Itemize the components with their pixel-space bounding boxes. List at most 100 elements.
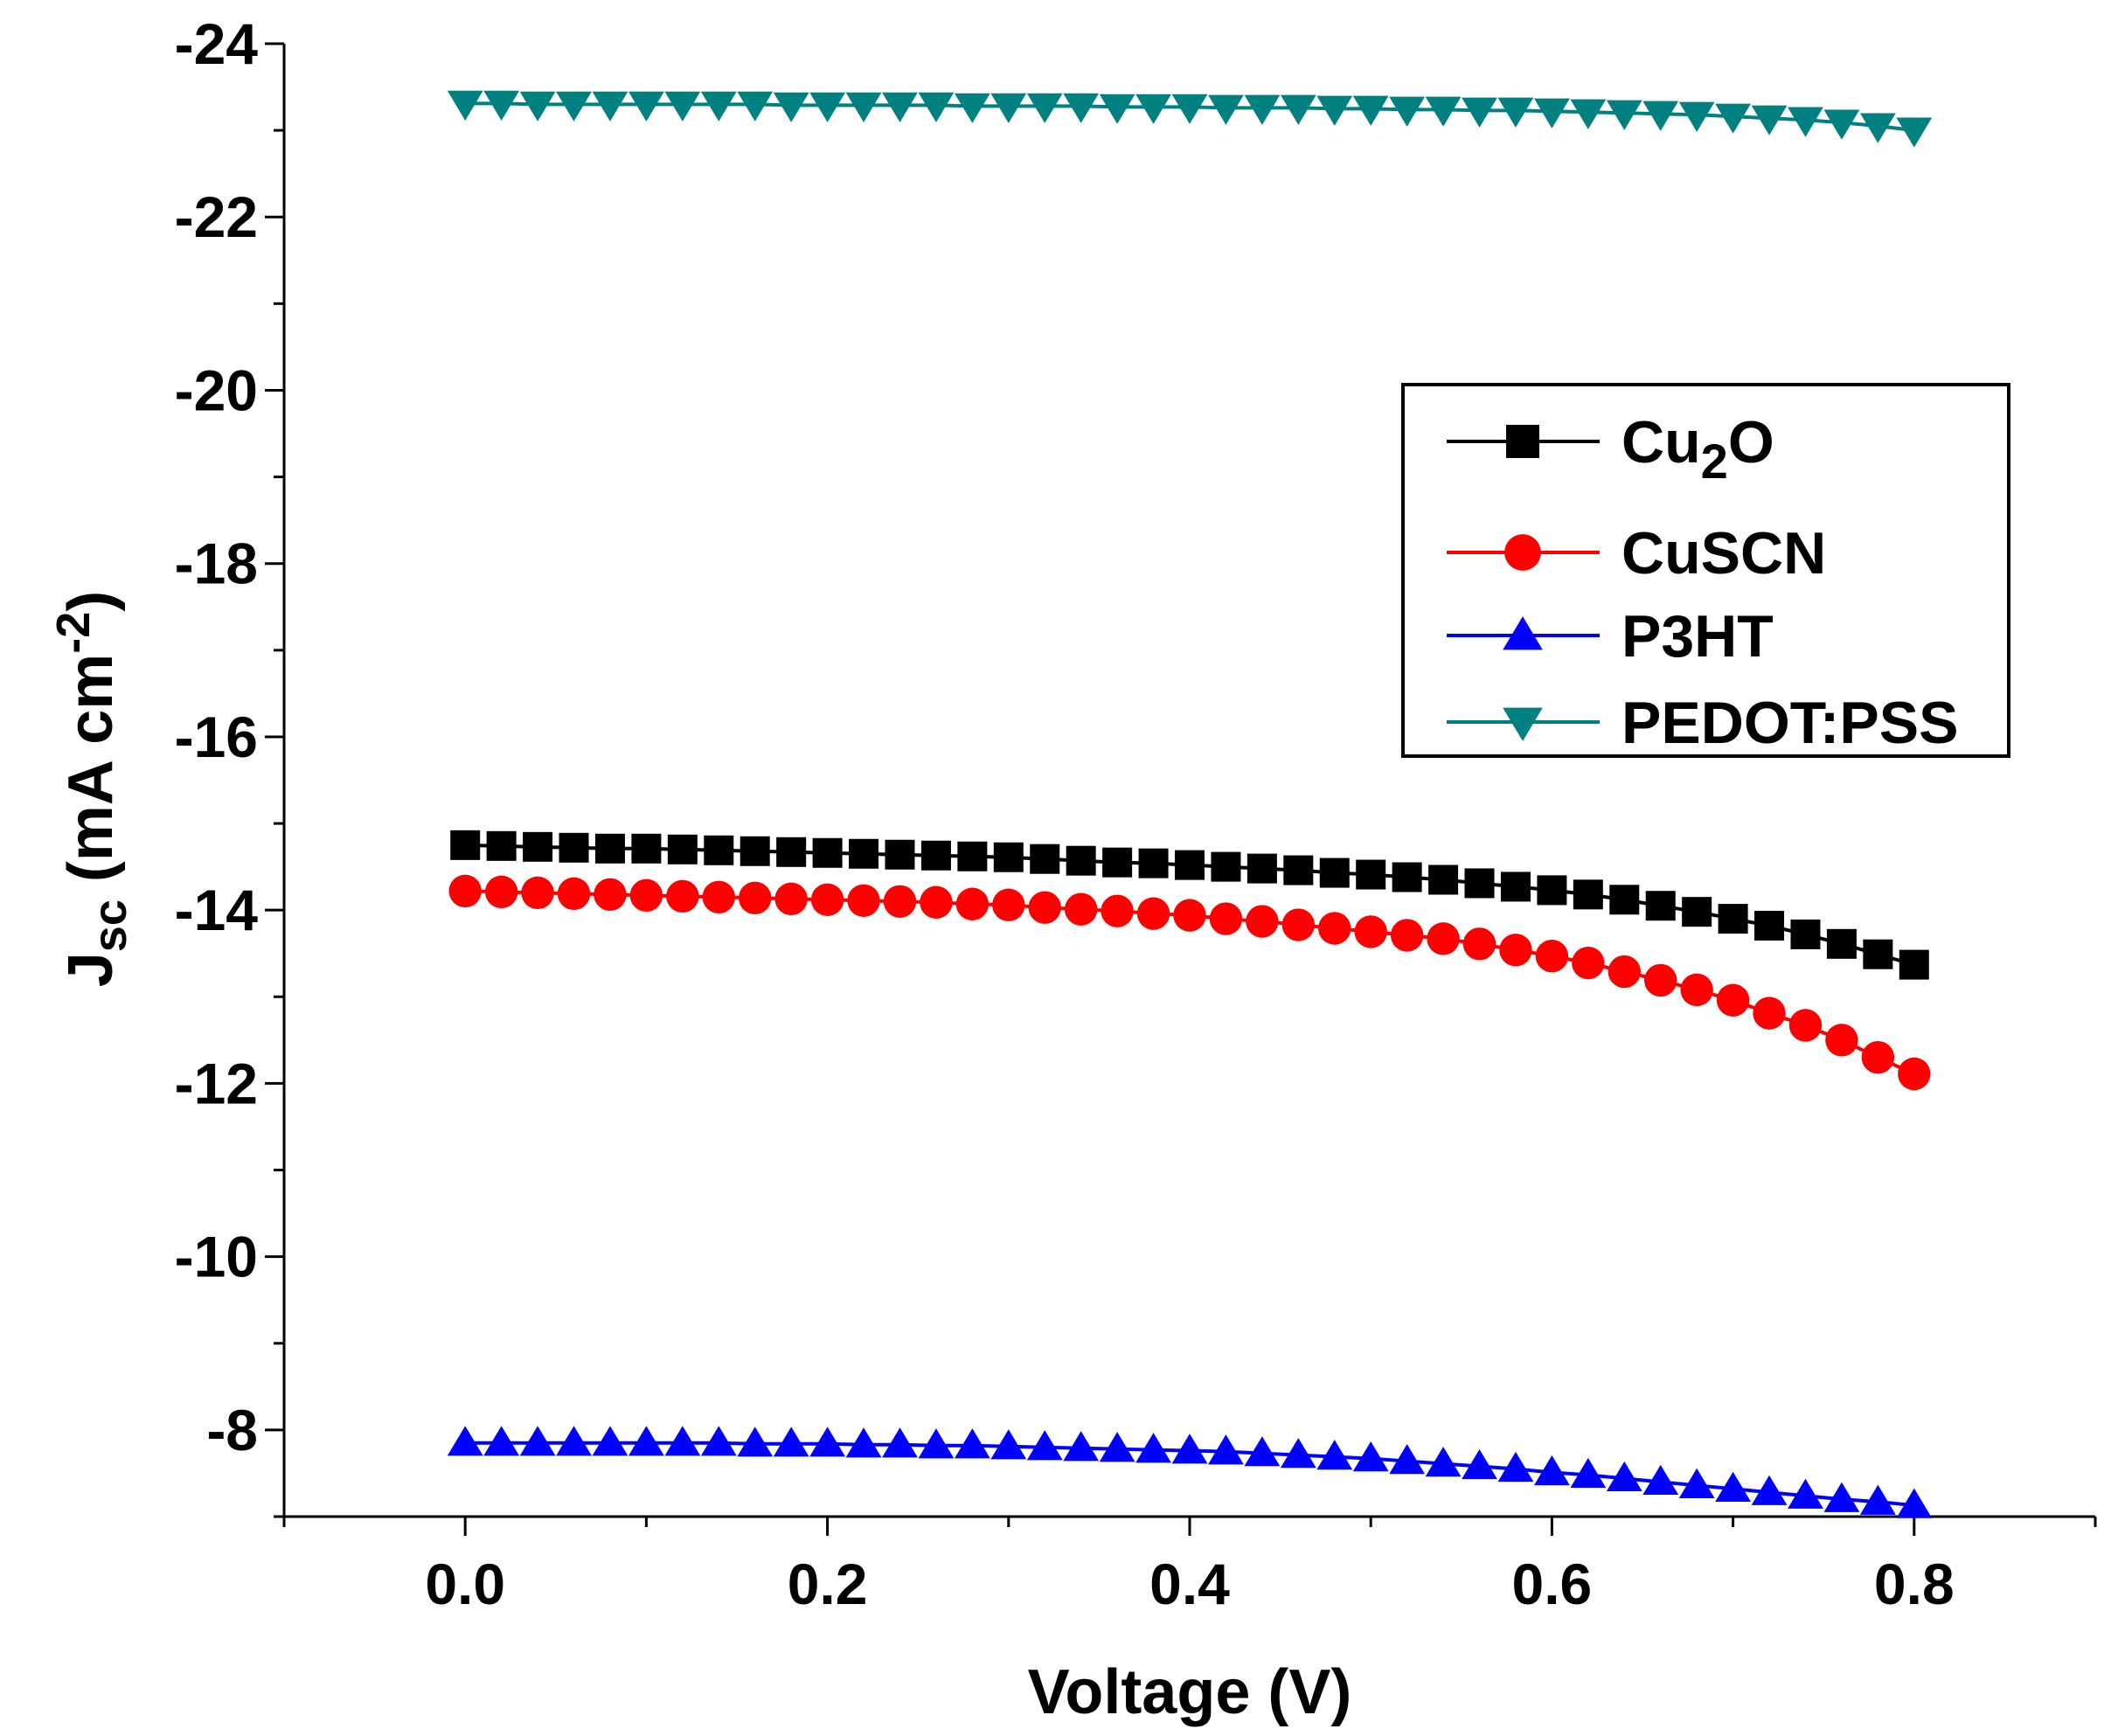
axes: -24 -22 -20 -18 -16 -14 -12 -10 -8 0.0 0.2 0.4 0.6 0.… [175, 11, 2097, 1616]
data-point [1462, 927, 1496, 961]
data-point [1608, 955, 1641, 989]
data-point [847, 884, 880, 917]
data-point [1570, 1457, 1607, 1489]
data-point [1064, 892, 1098, 926]
data-point [883, 885, 917, 918]
data-point [1572, 946, 1605, 980]
y-axis-title: Jsc (mA cm-2) [47, 591, 136, 988]
legend-label-text: P3HT [1621, 603, 1774, 670]
data-point [1715, 1471, 1751, 1502]
data-point [1534, 1455, 1570, 1486]
data-point [484, 875, 518, 909]
data-point [1899, 949, 1929, 980]
data-point [737, 1427, 774, 1457]
series-cuscn [448, 874, 1931, 1091]
data-point [1028, 891, 1061, 924]
data-point [556, 1426, 592, 1456]
data-point [628, 1426, 664, 1456]
data-point [1790, 919, 1821, 949]
legend-box [1401, 383, 2010, 758]
x-tick-label: 0.6 [1512, 1552, 1593, 1616]
legend-marker [1503, 707, 1543, 741]
data-point [1573, 879, 1603, 910]
data-point [450, 830, 481, 860]
data-point [1280, 1438, 1316, 1469]
data-point [1428, 865, 1459, 895]
data-point [1859, 1484, 1896, 1515]
data-point [776, 837, 807, 867]
data-point [1570, 99, 1607, 129]
data-point [773, 1427, 809, 1457]
series-p3ht [447, 1426, 1933, 1518]
data-point [885, 839, 915, 870]
data-point [519, 1426, 556, 1456]
data-point [1678, 1468, 1715, 1498]
data-point [557, 877, 591, 911]
legend-item: CuSCN [1447, 520, 1826, 587]
data-point [1718, 904, 1748, 934]
data-point [1497, 97, 1534, 128]
data-point [1462, 1448, 1497, 1480]
data-point [700, 1426, 737, 1456]
data-point [1246, 905, 1279, 938]
y-tick-label: -16 [175, 705, 258, 769]
data-point [810, 883, 844, 916]
legend: Cu2O CuSCN P3HT PEDOT:PSS [1401, 383, 2010, 758]
data-point [809, 1427, 845, 1457]
data-point [990, 1429, 1027, 1460]
data-point [1535, 940, 1569, 973]
data-point [849, 838, 879, 869]
data-point [957, 841, 988, 871]
data-point [592, 1426, 628, 1456]
data-point [1823, 109, 1860, 140]
y-axis-title-main: J [56, 952, 126, 987]
data-point [1753, 996, 1786, 1030]
data-point [1136, 897, 1170, 930]
data-point [1537, 875, 1567, 906]
data-point [1863, 939, 1893, 969]
data-point [1390, 919, 1424, 952]
data-point [1788, 1009, 1823, 1042]
data-point [1751, 105, 1788, 135]
data-point [1499, 934, 1532, 967]
data-point [812, 837, 843, 868]
data-point [990, 93, 1027, 123]
data-point [556, 91, 592, 122]
y-tick-label: -14 [175, 878, 259, 942]
data-point [737, 91, 774, 122]
data-point [1135, 1433, 1171, 1463]
data-point [1392, 862, 1422, 892]
x-axis-title: Voltage (V) [1028, 1657, 1352, 1727]
legend-label: PEDOT:PSS [1621, 690, 1958, 756]
data-point [1751, 1475, 1788, 1505]
data-point [1101, 894, 1134, 927]
data-point [1030, 844, 1060, 874]
data-point [1606, 1461, 1642, 1492]
y-tick-label: -12 [175, 1051, 258, 1115]
data-point [1354, 915, 1387, 948]
data-point [1102, 847, 1133, 878]
data-point [1497, 1451, 1534, 1483]
data-point [486, 830, 517, 861]
data-point [809, 92, 845, 122]
y-tick-label: -18 [175, 531, 258, 596]
data-point [954, 93, 990, 123]
data-point [1175, 850, 1205, 880]
data-point [629, 878, 663, 913]
data-point [483, 90, 520, 121]
data-point [521, 876, 554, 910]
data-point [1211, 851, 1241, 882]
y-tick-label: -24 [175, 11, 259, 76]
data-point [1316, 1440, 1353, 1470]
data-point [1716, 983, 1750, 1017]
data-point [592, 91, 628, 122]
data-point [1352, 1441, 1389, 1472]
legend-marker [1506, 425, 1539, 458]
data-point [1063, 1431, 1100, 1462]
data-point [1352, 95, 1389, 126]
legend-marker [1504, 534, 1541, 571]
data-point [1606, 100, 1642, 130]
data-point [664, 1426, 701, 1456]
data-point [918, 1428, 955, 1459]
